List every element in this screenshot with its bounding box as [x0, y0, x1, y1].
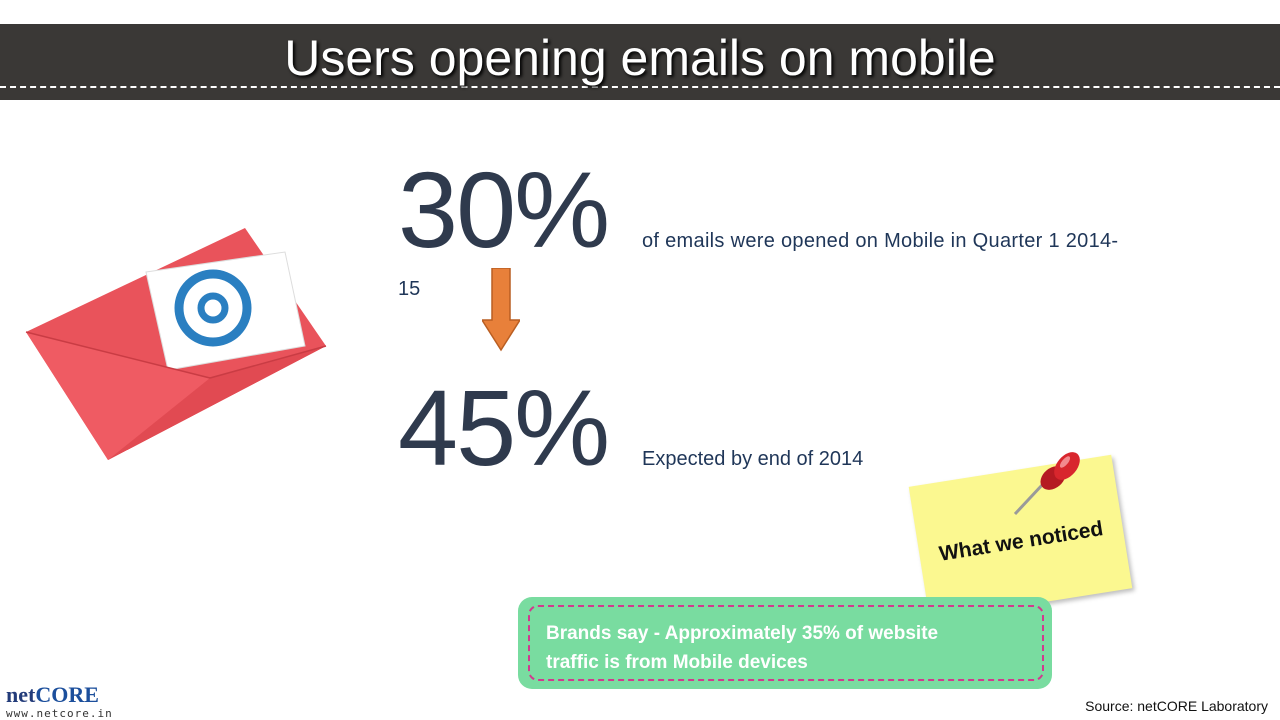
- callout-text: Brands say - Approximately 35% of websit…: [546, 619, 1016, 677]
- down-arrow-icon: [482, 268, 520, 352]
- callout-dashed-border: [528, 605, 1044, 681]
- sticky-note-text: What we noticed: [937, 517, 1105, 566]
- callout-line-1: Brands say - Approximately 35% of websit…: [546, 623, 939, 644]
- stat-value-30: 30%: [398, 149, 610, 270]
- brands-callout: Brands say - Approximately 35% of websit…: [518, 597, 1052, 689]
- netcore-logo: netCORE www.netcore.in: [6, 683, 113, 720]
- stat-description-45: Expected by end of 2014: [642, 448, 864, 470]
- page-title: Users opening emails on mobile: [284, 30, 996, 86]
- stat-description-30-cont: 15: [398, 278, 421, 300]
- source-text: Source: netCORE Laboratory: [1085, 698, 1268, 714]
- stat-description-30: of emails were opened on Mobile in Quart…: [642, 230, 1119, 252]
- callout-line-2: traffic is from Mobile devices: [546, 652, 808, 673]
- logo-prefix: net: [6, 682, 36, 707]
- logo-url: www.netcore.in: [6, 707, 113, 720]
- email-envelope-icon: [25, 228, 327, 460]
- title-dash-line: [0, 86, 1280, 88]
- stat-value-45: 45%: [398, 367, 610, 488]
- push-pin-icon: [1013, 452, 1080, 516]
- logo-main-text: CORE: [35, 682, 99, 707]
- title-bar: [0, 24, 1280, 100]
